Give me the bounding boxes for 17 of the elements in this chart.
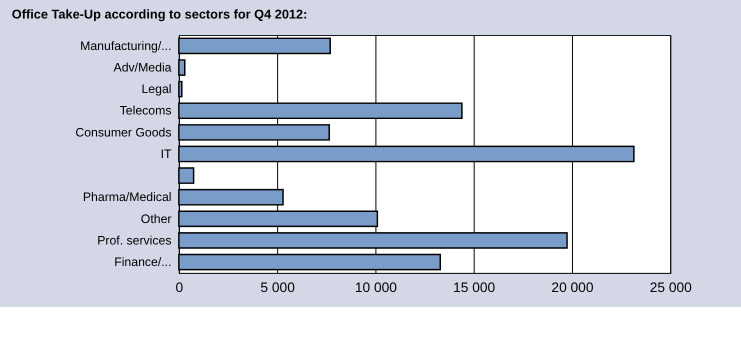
- y-tick-label: Consumer Goods: [75, 125, 172, 140]
- y-tick-label: Prof. services: [97, 233, 172, 248]
- y-tick-label: IT: [160, 146, 172, 161]
- y-tick-label: Manufacturing/...: [80, 38, 172, 53]
- x-tick-label: 5 000: [260, 280, 296, 296]
- y-tick-label: Legal: [141, 82, 172, 96]
- x-tick-label: 25 000: [650, 280, 692, 296]
- y-tick-label: Telecoms: [120, 104, 172, 118]
- chart-title: Office Take-Up according to sectors for Q4 2012:: [12, 6, 308, 22]
- x-tick-label: 0: [176, 280, 184, 296]
- x-tick-label: 10 000: [354, 280, 398, 296]
- y-tick-label: Finance/...: [114, 255, 172, 270]
- x-tick-label: 15 000: [453, 280, 496, 296]
- y-tick-label: Pharma/Medical: [82, 190, 172, 204]
- y-tick-label: Other: [140, 212, 172, 226]
- x-tick-label: 20 000: [551, 280, 594, 296]
- y-tick-label: Adv/Media: [114, 60, 172, 74]
